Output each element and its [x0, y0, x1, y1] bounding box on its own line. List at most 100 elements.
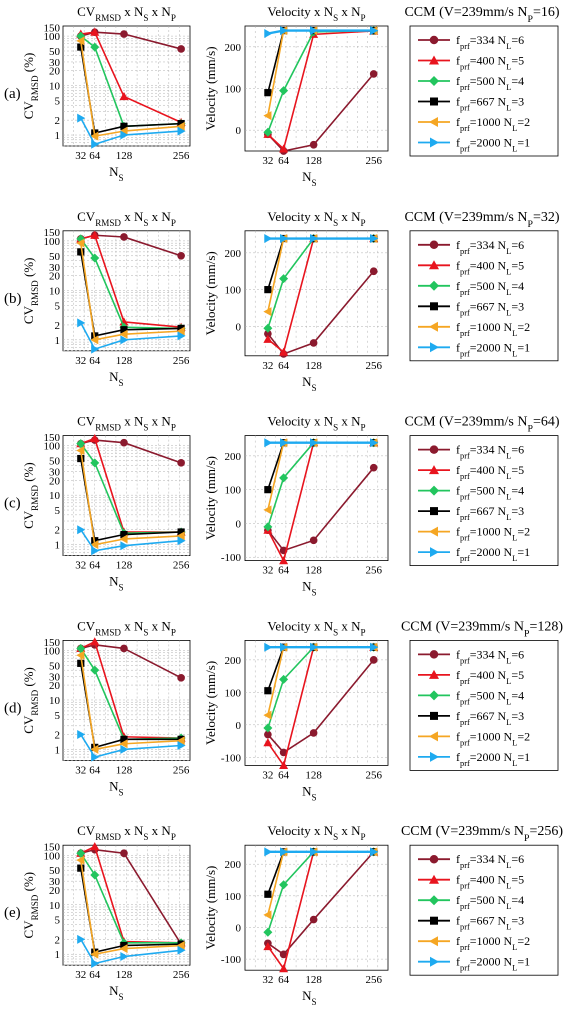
- legend-marker: [429, 76, 439, 86]
- cv-data-point: [76, 650, 85, 660]
- velocity-data-point: [263, 927, 273, 937]
- cv-data-point: [120, 122, 128, 130]
- velocity-data-point: [263, 941, 273, 951]
- legend-label: fprf​=2000 NL​=1: [456, 340, 530, 358]
- legend-marker: [429, 280, 439, 291]
- cv-ylabel: CVRMSD​ (%): [21, 462, 40, 529]
- ccm-label: CCM (V=239mm/s NP​=32): [404, 210, 559, 230]
- velocity-xtick-label: 256: [365, 769, 382, 781]
- velocity-data-point: [263, 910, 272, 920]
- velocity-plot: Velocity x NS​ x NP​ 0 100 200 32 64 128 256 NS​…: [203, 209, 389, 393]
- legend-box: [409, 640, 559, 771]
- cv-ytick-label: 100: [44, 441, 61, 453]
- cv-data-point: [120, 849, 128, 858]
- legend-marker: [430, 956, 439, 967]
- cv-ytick-label: 150: [44, 22, 61, 34]
- velocity-series-line: [267, 646, 374, 729]
- legend-marker: [429, 731, 438, 742]
- velocity-data-point: [369, 656, 378, 664]
- velocity-xtick-label: 64: [278, 155, 290, 167]
- legend-marker: [430, 547, 439, 558]
- legend-marker: [429, 465, 439, 475]
- cv-data-point: [90, 42, 100, 52]
- cv-series-line: [80, 640, 182, 739]
- cv-ytick-label: 1: [55, 540, 61, 552]
- cv-data-point: [120, 233, 128, 241]
- cv-series-line: [80, 238, 182, 330]
- cv-data-point: [177, 331, 186, 341]
- cv-xlabel: NS​: [109, 164, 123, 183]
- cv-data-point: [177, 126, 186, 136]
- cv-series-line: [79, 40, 182, 138]
- velocity-data-point: [263, 127, 273, 137]
- cv-ytick-label: 150: [44, 842, 61, 854]
- velocity-xtick-label: 128: [305, 360, 322, 372]
- cv-series-line: [80, 848, 182, 945]
- velocity-data-point: [279, 760, 289, 769]
- cv-data-point: [77, 454, 85, 463]
- panel-label: (b): [4, 291, 22, 307]
- cv-data-point: [119, 126, 128, 136]
- cv-data-point: [119, 944, 128, 954]
- cv-data-point: [76, 238, 85, 248]
- cv-data-point: [120, 951, 129, 961]
- legend: fprf​=334 NL​=6 fprf​=400 NL​=5 fprf​=500 …: [409, 844, 559, 976]
- velocity-ytick-label: 100: [225, 285, 242, 297]
- cv-data-point: [76, 36, 85, 46]
- legend-marker: [430, 711, 438, 720]
- velocity-data-point: [280, 234, 289, 244]
- cv-xtick-label: 128: [116, 355, 133, 367]
- legend-label: fprf​=667 NL​=3: [456, 299, 524, 317]
- legend-label: fprf​=2000 NL​=1: [456, 545, 530, 563]
- velocity-xtick-label: 128: [305, 155, 322, 167]
- cv-ytick-label: 5: [55, 300, 61, 312]
- cv-xlabel: NS​: [109, 369, 123, 388]
- cv-ytick-label: 20: [49, 885, 61, 897]
- velocity-data-point: [279, 674, 289, 684]
- velocity-series-line: [267, 29, 374, 35]
- legend-label: fprf​=2000 NL​=1: [456, 955, 530, 973]
- legend-marker: [429, 117, 438, 127]
- velocity-data-point: [263, 505, 272, 515]
- cv-data-point: [120, 530, 128, 539]
- cv-ytick-label: 50: [49, 660, 61, 672]
- velocity-plot-title: Velocity x NS​ x NP​: [267, 4, 365, 23]
- cv-ytick-label: 10: [49, 285, 61, 297]
- cv-ytick-label: 2: [55, 320, 61, 332]
- cv-xtick-label: 128: [116, 764, 133, 776]
- cv-series-line: [79, 450, 182, 546]
- cv-ylabel: CVRMSD​ (%): [21, 667, 40, 734]
- cv-ytick-label: 2: [55, 730, 61, 742]
- velocity-data-point: [264, 730, 272, 739]
- legend-label: fprf​=400 NL​=5: [456, 463, 524, 481]
- legend-marker: [430, 916, 438, 925]
- legend-marker: [429, 260, 439, 270]
- cv-plot-title: CVRMSD​ x NS​ x NP​: [77, 209, 176, 228]
- cv-ytick-label: 30: [49, 467, 61, 479]
- legend-label: fprf​=667 NL​=3: [456, 914, 524, 932]
- velocity-data-point: [264, 329, 272, 338]
- velocity-plot: Velocity x NS​ x NP​ -100 0 100 200 32 64 128 25…: [203, 823, 389, 1007]
- velocity-data-point: [279, 880, 289, 890]
- cv-xtick-label: 128: [116, 150, 133, 162]
- cv-data-point: [90, 131, 99, 141]
- velocity-ytick-label: 200: [225, 248, 242, 260]
- velocity-data-point: [370, 234, 379, 244]
- velocity-xtick-label: 32: [262, 565, 273, 577]
- velocity-xtick-label: 256: [365, 974, 382, 986]
- cv-ytick-label: 2: [55, 115, 61, 127]
- legend-label: fprf​=400 NL​=5: [456, 258, 524, 276]
- velocity-ytick-label: 200: [225, 655, 242, 667]
- velocity-data-point: [370, 847, 379, 857]
- legend-marker: [429, 526, 438, 537]
- cv-ytick-label: 100: [44, 236, 61, 248]
- cv-ytick-label: 2: [55, 934, 61, 946]
- velocity-ylabel: Velocity (mm/s): [203, 661, 218, 745]
- cv-data-point: [177, 945, 186, 955]
- cv-ytick-label: 10: [49, 81, 61, 93]
- legend-label: fprf​=2000 NL​=1: [456, 136, 530, 154]
- velocity-series-line: [267, 73, 375, 152]
- cv-series-line: [79, 655, 182, 751]
- cv-data-point: [77, 864, 85, 872]
